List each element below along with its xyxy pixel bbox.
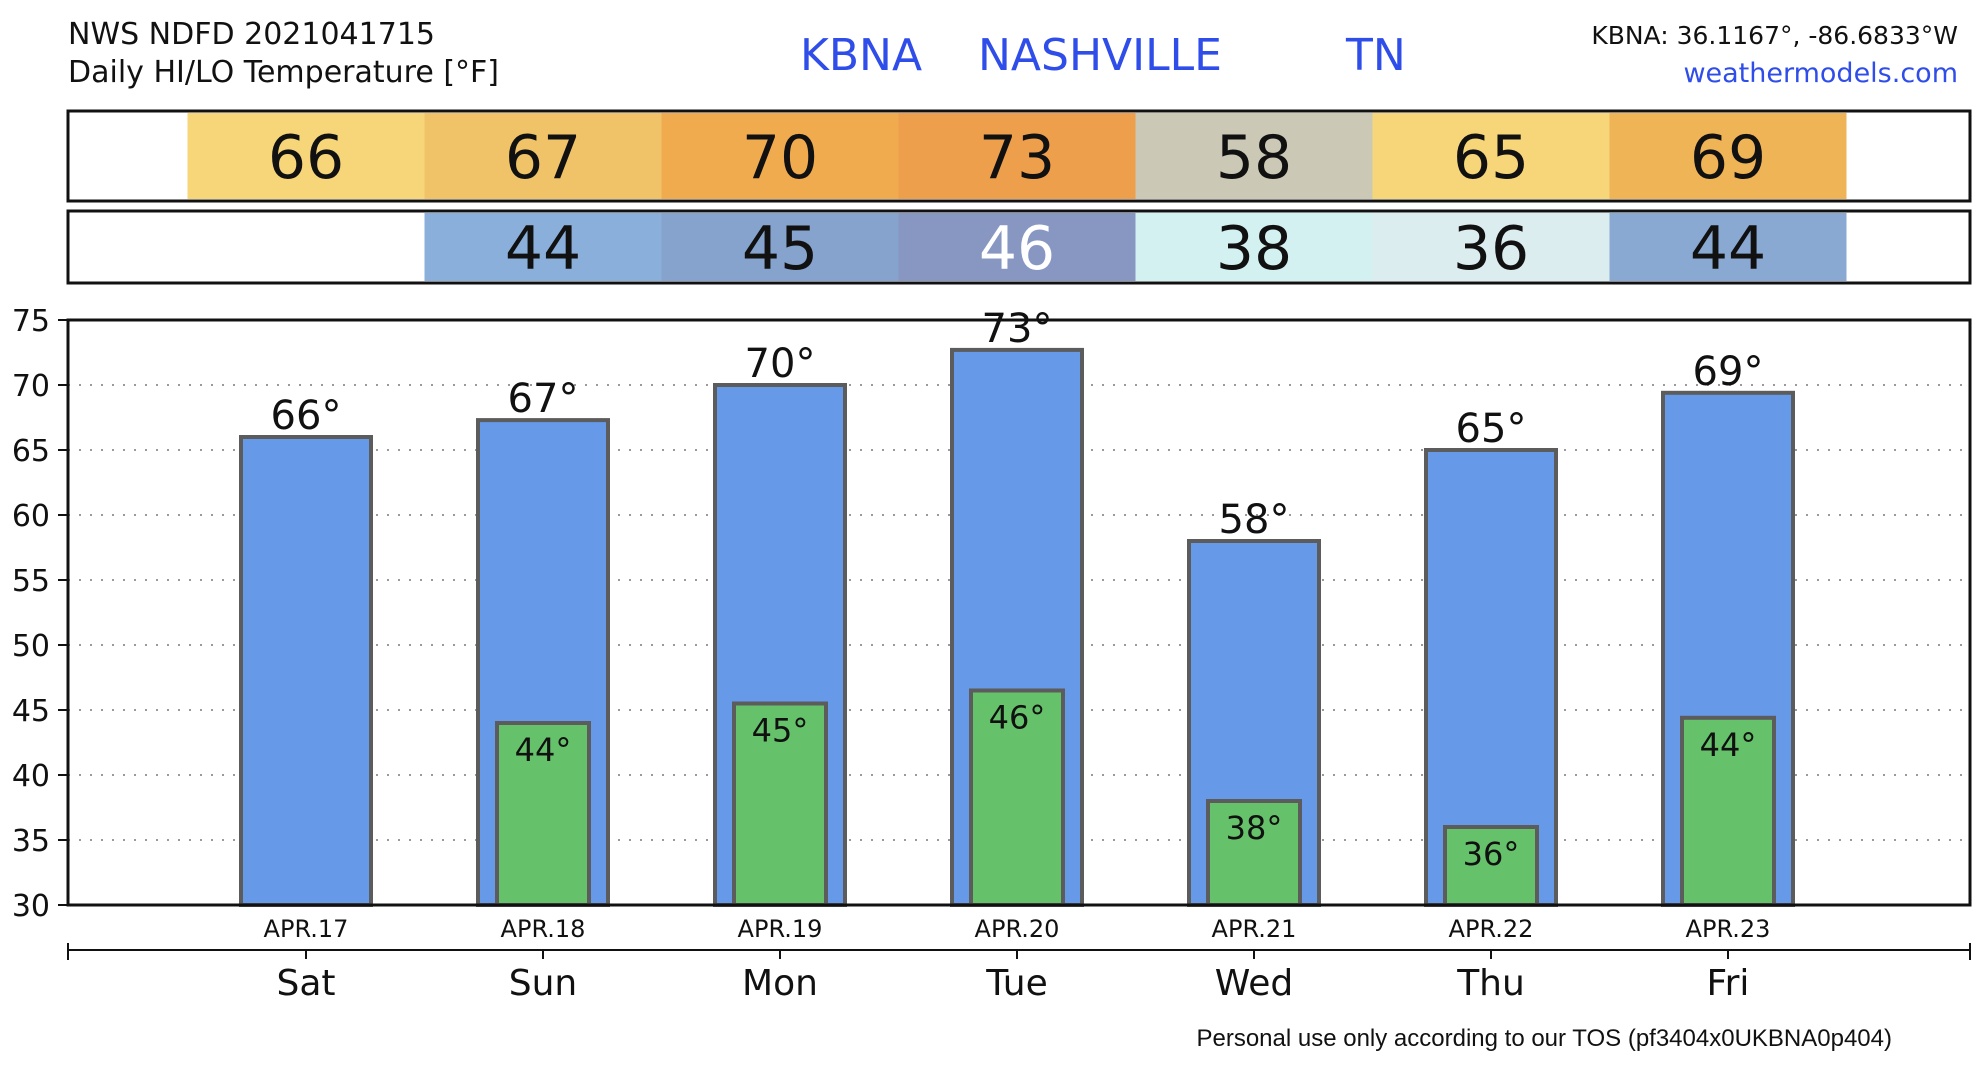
low-bar: [969, 688, 1065, 907]
station-code: KBNA: [800, 30, 922, 81]
strip-value: 58: [1216, 123, 1292, 193]
y-tick-label: 75: [12, 304, 50, 339]
date-label: APR.20: [975, 915, 1060, 943]
strip-cell: [1135, 113, 1373, 199]
strip-cell: [1372, 213, 1610, 281]
strip-value: 66: [268, 123, 344, 193]
strip-cell: [424, 213, 662, 281]
strip-value: 65: [1453, 123, 1529, 193]
date-label: APR.21: [1212, 915, 1297, 943]
bars: 66° 67° 70° 73° 58° 65° 69° 44° 45° 46° 38° 36° 44°: [239, 306, 1795, 907]
high-temp-strip: 66 67 70 73 58 65 69: [66, 109, 1972, 203]
low-label: 45°: [752, 712, 809, 750]
strip-cell: [898, 113, 1136, 199]
day-label: Thu: [1456, 963, 1525, 1004]
y-tick-label: 65: [12, 434, 50, 469]
strip-cell: [661, 213, 899, 281]
low-bar: [1680, 715, 1776, 907]
day-label: Fri: [1707, 963, 1750, 1004]
strip-cell: [187, 113, 425, 199]
low-bar: [1206, 799, 1302, 907]
station-state: TN: [1345, 30, 1406, 81]
high-label: 70°: [745, 341, 816, 387]
chart-subtitle: Daily HI/LO Temperature [°F]: [68, 55, 499, 90]
station-coords: KBNA: 36.1167°, -86.6833°W: [1591, 21, 1958, 50]
strip-cell: [1609, 113, 1847, 199]
plot-frame: [66, 318, 1972, 907]
y-tick-label: 35: [12, 824, 50, 859]
y-axis: 30 35 40 45 50 55 60 65 70 75: [12, 304, 68, 924]
low-label: 44°: [515, 731, 572, 769]
date-label: APR.19: [738, 915, 823, 943]
date-label: APR.17: [264, 915, 349, 943]
strip-value: 73: [979, 123, 1055, 193]
strip-cell: [424, 113, 662, 199]
high-label: 67°: [508, 376, 579, 422]
y-tick-label: 40: [12, 759, 50, 794]
day-label: Sat: [276, 963, 335, 1004]
low-bar: [1443, 825, 1539, 907]
strip-value: 44: [1690, 214, 1766, 284]
strip-cell: [661, 113, 899, 199]
low-label: 38°: [1226, 809, 1283, 847]
strip-value: 67: [505, 123, 581, 193]
day-label: Mon: [742, 963, 818, 1004]
strip-value: 44: [505, 214, 581, 284]
low-label: 44°: [1700, 726, 1757, 764]
strip-cell: [1372, 113, 1610, 199]
high-label: 69°: [1693, 349, 1764, 395]
strip-cell: [1609, 213, 1847, 281]
strip-cell: [898, 213, 1136, 281]
station-name: NASHVILLE: [978, 30, 1222, 81]
day-label: Wed: [1215, 963, 1294, 1004]
strip-cell: [1135, 213, 1373, 281]
strip-cell: [187, 213, 425, 281]
day-label: Tue: [985, 963, 1048, 1004]
strip-value: 45: [742, 214, 818, 284]
high-label: 65°: [1456, 406, 1527, 452]
strip-value: 70: [742, 123, 818, 193]
y-tick-label: 50: [12, 629, 50, 664]
source-line: NWS NDFD 2021041715: [68, 17, 435, 52]
strip-value: 69: [1690, 123, 1766, 193]
low-temp-strip: 44 45 46 38 36 44: [66, 209, 1972, 285]
y-tick-label: 30: [12, 889, 50, 924]
high-bar: [239, 435, 373, 907]
date-label: APR.23: [1686, 915, 1771, 943]
strip-value: 36: [1453, 214, 1529, 284]
day-label: Sun: [509, 963, 577, 1004]
low-label: 36°: [1463, 835, 1520, 873]
grid-lines: [68, 384, 1970, 841]
strip-value: 46: [979, 214, 1055, 284]
date-label: APR.18: [501, 915, 586, 943]
high-label: 66°: [271, 393, 342, 439]
high-label: 58°: [1219, 497, 1290, 543]
date-label: APR.22: [1449, 915, 1534, 943]
site-link[interactable]: weathermodels.com: [1683, 58, 1958, 89]
low-label: 46°: [989, 699, 1046, 737]
y-tick-label: 55: [12, 564, 50, 599]
strip-value: 38: [1216, 214, 1292, 284]
y-tick-label: 70: [12, 369, 50, 404]
tos-notice: Personal use only according to our TOS (…: [1196, 1025, 1892, 1052]
high-label: 73°: [982, 306, 1053, 352]
y-tick-label: 60: [12, 499, 50, 534]
x-axis: APR.17 Sat APR.18 Sun APR.19 Mon APR.20 Tue APR.…: [67, 915, 1971, 1004]
y-tick-label: 45: [12, 694, 50, 729]
